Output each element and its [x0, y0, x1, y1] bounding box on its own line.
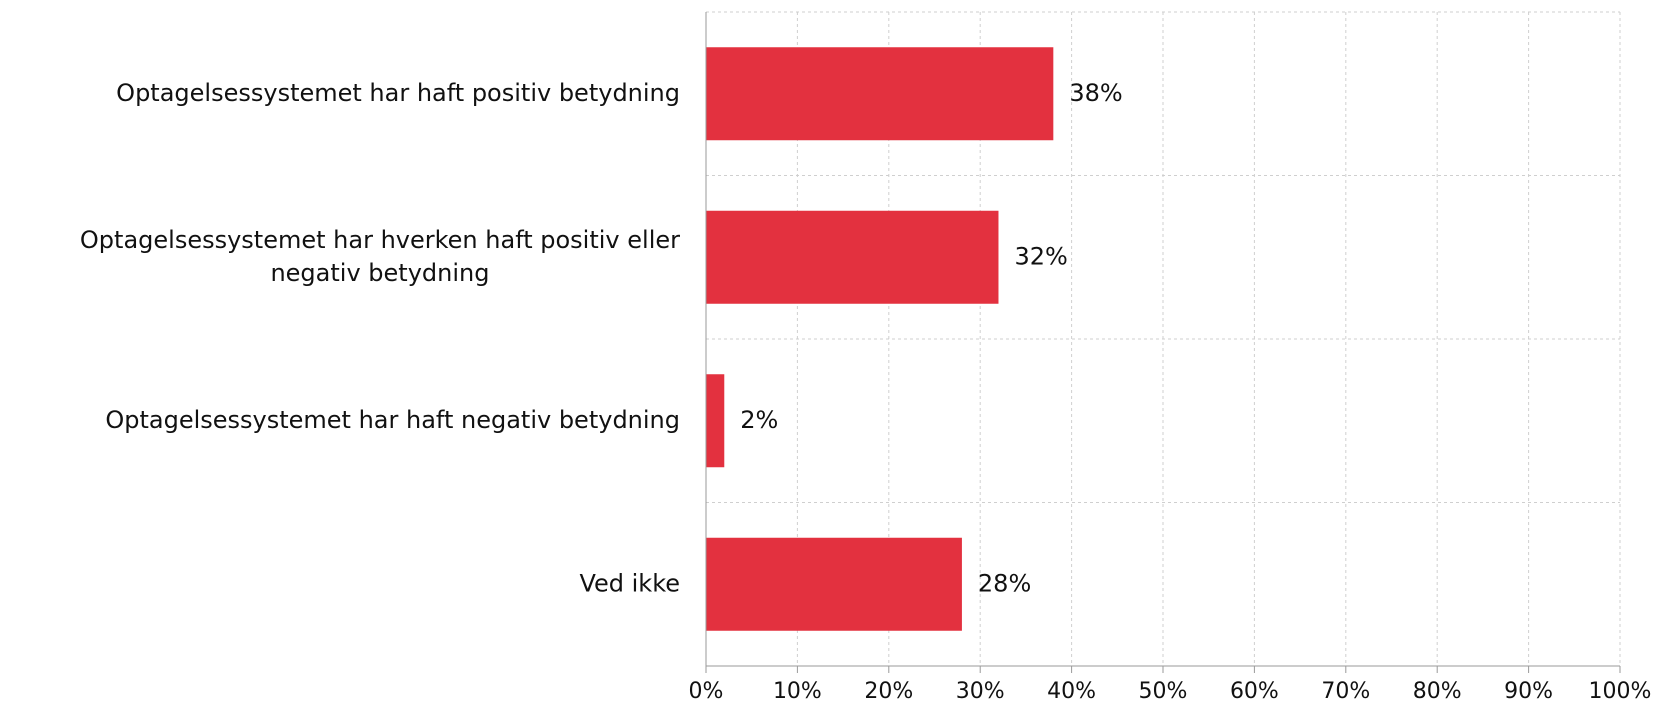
x-tick-label-70: 70%: [1321, 679, 1370, 704]
value-label-1: 32%: [1014, 242, 1067, 270]
category-label-3: Ved ikke: [579, 569, 680, 597]
tick-label-layer: 0% 10% 20% 30% 40% 50% 60% 70% 80% 90% 100%: [689, 679, 1652, 704]
category-label-line: Ved ikke: [579, 569, 680, 597]
x-tick-label-80: 80%: [1413, 679, 1462, 704]
category-label-line: Optagelsessystemet har haft negativ bety…: [105, 406, 680, 434]
x-tick-label-20: 20%: [864, 679, 913, 704]
bar-3: [706, 537, 962, 631]
axis-layer: [705, 12, 1621, 673]
value-label-0: 38%: [1069, 79, 1122, 107]
x-tick-label-10: 10%: [773, 679, 822, 704]
x-tick-label-100: 100%: [1589, 679, 1652, 704]
x-tick-label-40: 40%: [1047, 679, 1096, 704]
category-label-layer: Optagelsessystemet har haft positiv bety…: [80, 79, 680, 598]
x-tick-label-50: 50%: [1139, 679, 1188, 704]
x-tick-label-90: 90%: [1504, 679, 1553, 704]
category-label-2: Optagelsessystemet har haft negativ bety…: [105, 406, 680, 434]
value-label-2: 2%: [740, 406, 778, 434]
x-tick-label-60: 60%: [1230, 679, 1279, 704]
x-tick-label-30: 30%: [956, 679, 1005, 704]
bar-layer: [706, 47, 1054, 631]
value-label-3: 28%: [978, 569, 1031, 597]
x-tick-label-0: 0%: [689, 679, 724, 704]
category-label-1: Optagelsessystemet har hverken haft posi…: [80, 226, 680, 287]
bar-0: [706, 47, 1054, 141]
category-label-line: Optagelsessystemet har hverken haft posi…: [80, 226, 680, 254]
category-label-line: Optagelsessystemet har haft positiv bety…: [116, 79, 680, 107]
grid-layer: [706, 11, 1621, 666]
value-label-layer: 38% 32% 2% 28%: [740, 79, 1122, 598]
bar-2: [706, 374, 725, 468]
category-label-line: negativ betydning: [270, 259, 489, 287]
category-label-0: Optagelsessystemet har haft positiv bety…: [116, 79, 680, 107]
bar-1: [706, 210, 999, 304]
